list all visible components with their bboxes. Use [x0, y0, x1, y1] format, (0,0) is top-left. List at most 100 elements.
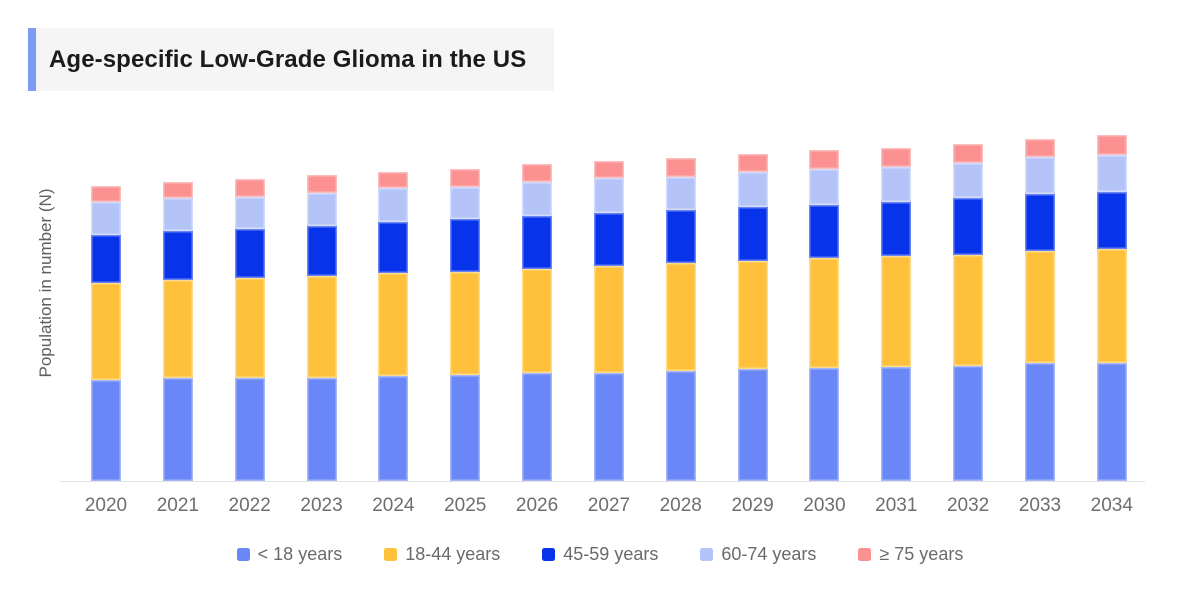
bar-segment: [593, 213, 624, 266]
bar-segment: [306, 175, 337, 193]
chart-title-block: Age-specific Low-Grade Glioma in the US: [28, 28, 555, 91]
legend-swatch: [236, 548, 250, 561]
bar-segment: [306, 378, 337, 481]
bar-segment: [1096, 155, 1127, 192]
bar-segment: [1024, 194, 1055, 251]
bar-segment: [809, 150, 840, 169]
bar-segment: [91, 235, 121, 283]
legend-item[interactable]: 60-74 years: [700, 544, 816, 565]
x-tick-label: 2021: [156, 495, 199, 516]
bar-segment: [378, 222, 409, 273]
bar-2032: [953, 144, 984, 481]
bar-segment: [1024, 157, 1055, 194]
bar-segment: [378, 273, 409, 376]
bar-segment: [1024, 363, 1055, 481]
legend-label: < 18 years: [257, 544, 343, 564]
bar-segment: [1096, 363, 1127, 481]
bar-segment: [91, 380, 121, 481]
bar-segment: [450, 169, 481, 187]
legend-item[interactable]: 18-44 years: [384, 544, 500, 565]
bar-2034: [1096, 135, 1127, 481]
bar-segment: [593, 161, 624, 178]
title-accent-bar: [28, 28, 36, 91]
bar-segment: [450, 272, 481, 375]
legend-item[interactable]: ≥ 75 years: [858, 544, 963, 565]
x-tick-2028: 2028: [660, 495, 702, 517]
legend-swatch: [384, 548, 398, 561]
bar-segment: [665, 263, 696, 371]
bar-segment: [881, 367, 912, 481]
legend-item[interactable]: < 18 years: [236, 544, 343, 565]
legend-label: 18-44 years: [405, 544, 501, 564]
bar-segment: [809, 205, 840, 258]
x-tick-2030: 2030: [803, 495, 845, 517]
x-tick-2021: 2021: [157, 495, 199, 517]
x-tick-2025: 2025: [444, 495, 486, 517]
bar-segment: [665, 371, 696, 481]
bar-segment: [162, 182, 193, 198]
bar-segment: [809, 169, 840, 205]
x-tick-label: 2026: [515, 495, 559, 516]
x-tick-2032: 2032: [947, 495, 989, 517]
x-tick-2024: 2024: [372, 495, 414, 517]
bar-segment: [91, 202, 121, 235]
bar-segment: [162, 378, 193, 481]
bar-2027: [593, 161, 624, 481]
y-axis-label: Population in number (N): [36, 188, 55, 378]
legend-item[interactable]: 45-59 years: [542, 544, 658, 565]
bar-segment: [522, 269, 553, 373]
bar-segment: [1096, 192, 1127, 249]
legend-label: 60-74 years: [721, 544, 817, 564]
legend-swatch: [542, 548, 556, 561]
bar-segment: [737, 369, 768, 481]
legend-label: ≥ 75 years: [879, 544, 964, 564]
bar-segment: [953, 163, 984, 198]
plot-area: [60, 130, 1145, 482]
x-tick-label: 2024: [372, 495, 415, 516]
bar-segment: [162, 198, 193, 231]
bar-segment: [953, 198, 984, 255]
bar-segment: [953, 255, 984, 366]
bar-2023: [306, 175, 337, 481]
bar-segment: [1024, 251, 1055, 363]
bar-segment: [234, 197, 265, 229]
x-axis-labels: 2020 2021 2022 2023 2024 2025 2026 2027 2028 2029…: [85, 495, 1133, 517]
x-tick-label: 2023: [300, 495, 343, 516]
x-tick-label: 2034: [1090, 495, 1133, 516]
bar-2020: [91, 186, 121, 481]
bar-segment: [953, 366, 984, 481]
x-tick-label: 2022: [228, 495, 271, 516]
x-tick-2027: 2027: [588, 495, 630, 517]
legend-swatch: [858, 548, 872, 561]
bar-2026: [522, 164, 553, 481]
x-tick-2029: 2029: [731, 495, 773, 517]
bar-segment: [593, 178, 624, 213]
bar-segment: [737, 207, 768, 261]
bar-segment: [522, 182, 553, 216]
legend-label: 45-59 years: [563, 544, 659, 564]
bar-2029: [737, 154, 768, 481]
bar-segment: [1096, 249, 1127, 363]
bar-segment: [162, 231, 193, 280]
bar-segment: [665, 158, 696, 177]
x-tick-2034: 2034: [1091, 495, 1133, 517]
bar-2021: [162, 182, 193, 481]
page-title: Age-specific Low-Grade Glioma in the US: [36, 28, 555, 91]
bar-2028: [665, 158, 696, 481]
x-tick-2022: 2022: [229, 495, 271, 517]
bar-segment: [378, 188, 409, 222]
x-tick-label: 2032: [946, 495, 990, 516]
bar-segment: [881, 148, 912, 167]
bar-segment: [881, 202, 912, 256]
bar-2031: [881, 148, 912, 481]
bar-segment: [522, 216, 553, 269]
bar-segment: [809, 258, 840, 368]
x-tick-2023: 2023: [300, 495, 342, 517]
bar-segment: [737, 154, 768, 172]
x-tick-label: 2030: [803, 495, 846, 516]
bar-segment: [593, 266, 624, 373]
bar-segment: [1096, 135, 1127, 155]
bar-segment: [522, 164, 553, 182]
bars-container: [91, 130, 1127, 481]
bar-segment: [665, 177, 696, 210]
